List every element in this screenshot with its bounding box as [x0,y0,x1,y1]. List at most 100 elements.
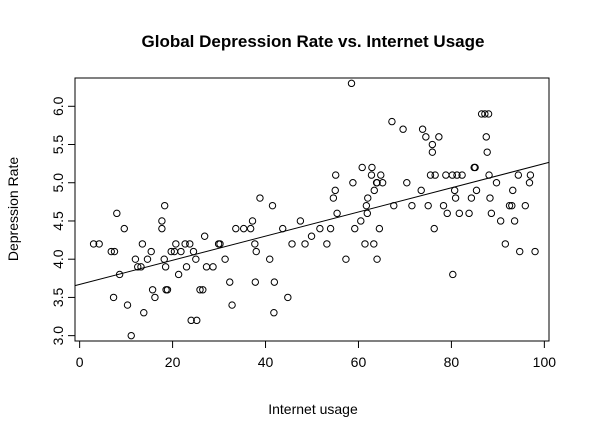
data-point [199,286,207,294]
data-point [161,263,170,271]
y-axis: 3.0 3.5 4.0 4.5 5.0 5.5 6.0 [50,96,75,345]
data-point [487,209,496,218]
data-point [439,201,448,210]
data-point [113,209,121,218]
data-point [347,79,356,88]
y-tick-label: 3.0 [50,326,66,346]
data-point [482,133,490,141]
data-point [465,209,473,218]
data-point [525,179,534,187]
data-point [329,194,338,202]
data-point [226,278,234,286]
data-point [181,240,189,248]
data-point [120,224,128,233]
data-point [451,194,460,202]
x-tick-label: 40 [258,354,274,370]
data-point [424,201,432,210]
data-point [426,171,435,179]
data-point [147,247,155,256]
data-point [368,163,376,172]
data-point [270,309,278,317]
data-points [89,79,539,340]
y-tick-label: 4.5 [50,211,66,231]
x-tick-label: 100 [533,354,557,370]
data-point [505,201,514,210]
data-point [370,186,378,195]
plot-frame [74,77,550,342]
data-point [471,163,479,172]
data-point [351,224,359,233]
data-point [266,255,274,263]
data-point [342,255,350,263]
data-point [430,224,438,233]
data-point [151,293,159,302]
data-point [449,270,457,279]
data-point [458,171,466,179]
data-point [467,194,476,202]
data-point [172,240,180,248]
data-point [160,201,169,210]
data-point [252,247,260,256]
data-point [496,217,505,225]
data-point [362,201,371,210]
x-tick-label: 60 [351,354,367,370]
data-point [109,293,118,302]
y-tick-label: 5.5 [50,135,66,155]
data-point [107,247,115,256]
data-point [450,186,459,195]
data-point [256,194,264,202]
data-point [443,209,451,218]
data-point [501,240,510,248]
data-point [158,217,166,225]
data-point [143,255,152,263]
data-point [248,217,257,225]
data-point [202,263,211,271]
data-point [361,240,369,248]
data-point [448,171,457,179]
data-point [167,247,175,256]
data-point [388,117,396,126]
data-point [363,209,371,218]
data-point [514,171,523,179]
data-point [182,263,191,271]
data-point [403,179,411,187]
data-point [187,316,195,325]
data-point [307,232,316,240]
data-point [246,224,255,233]
data-point [521,201,529,210]
data-point [373,255,381,263]
data-point [123,301,132,309]
data-point [377,171,385,179]
data-point [492,179,501,187]
data-point [418,125,427,133]
x-tick-label: 0 [76,354,84,370]
data-point [435,133,443,141]
data-point [431,171,439,179]
x-tick-label: 20 [165,354,181,370]
data-point [228,301,236,309]
data-point [375,224,384,233]
data-point [370,240,378,248]
data-point [486,194,494,202]
data-point [357,217,365,225]
data-point [221,255,229,263]
y-tick-label: 3.5 [50,287,66,307]
x-tick-label: 80 [444,354,460,370]
data-point [216,240,224,248]
x-axis: 0 20 40 60 80 100 [76,341,556,370]
data-point [239,224,248,233]
data-point [349,179,357,187]
data-point [251,240,259,248]
data-point [288,240,296,248]
data-point [477,110,486,118]
data-point [284,293,292,302]
data-point [163,286,172,294]
data-point [367,171,376,179]
y-axis-label: Depression Rate [5,157,21,261]
data-point [251,278,260,286]
y-tick-label: 5.0 [50,173,66,193]
data-point [358,163,366,172]
data-point [332,171,340,179]
